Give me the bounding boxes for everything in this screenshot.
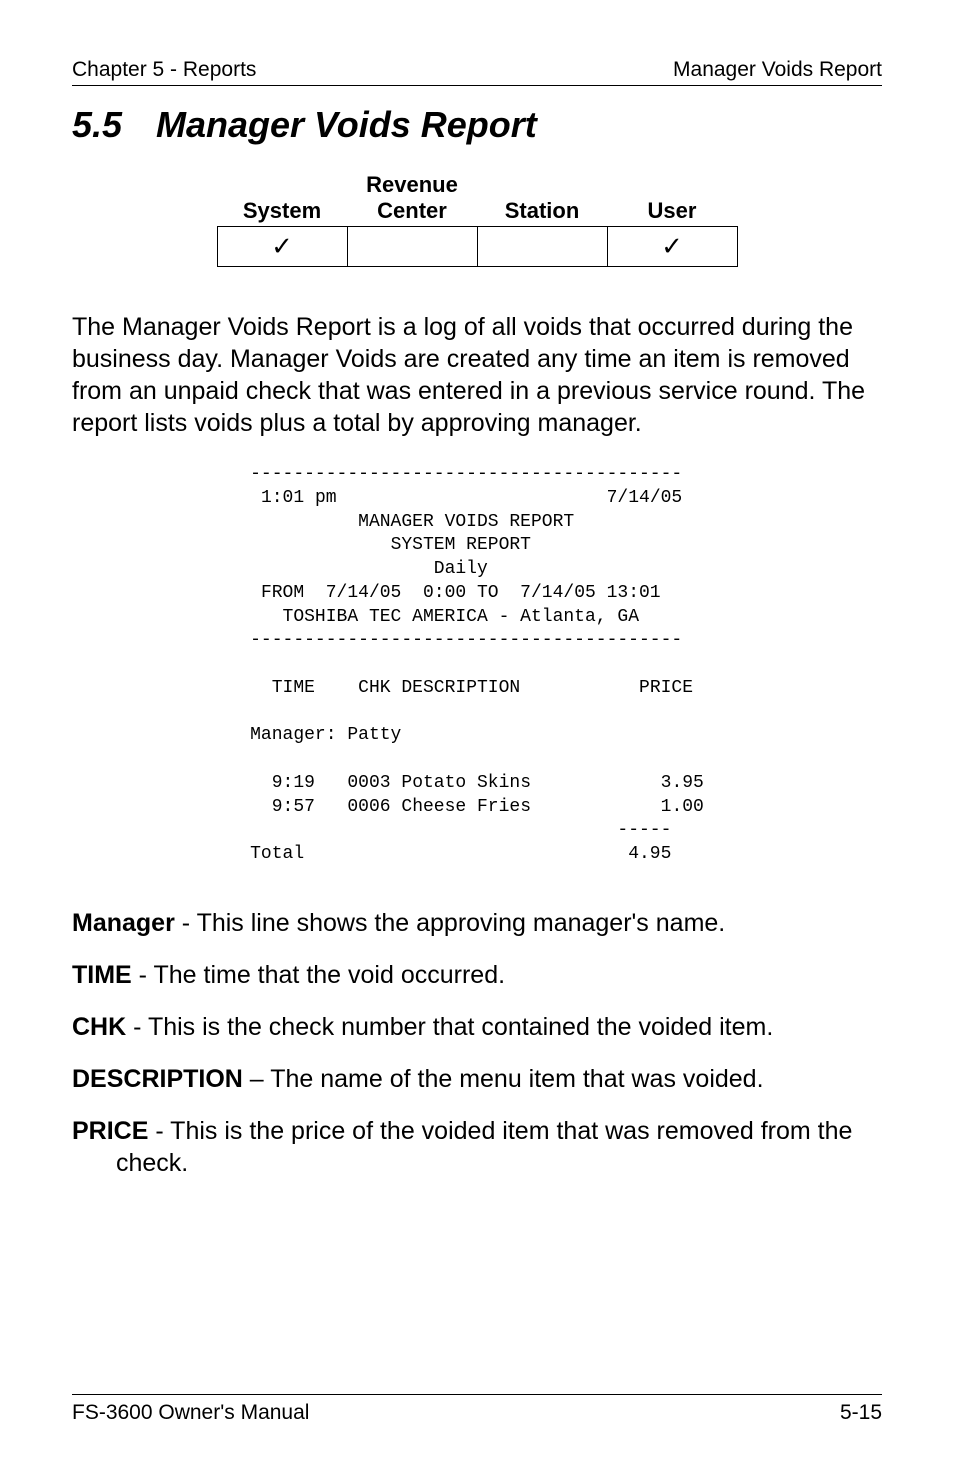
section-title: Manager Voids Report	[156, 104, 537, 145]
definition-text: The time that the void occurred.	[153, 961, 505, 989]
report-rule-mid: ----------------------------------------	[250, 630, 682, 650]
page-footer: FS-3600 Owner's Manual 5-15	[72, 1394, 882, 1425]
availability-super-header-blank-1	[217, 172, 347, 198]
availability-col-system: System	[217, 198, 347, 227]
report-col-desc: CHK DESCRIPTION	[358, 678, 520, 698]
definition-sep: -	[175, 909, 197, 937]
report-title1: MANAGER VOIDS REPORT	[358, 512, 574, 532]
report-row2-time: 9:57	[272, 797, 315, 817]
definition-manager: Manager - This line shows the approving …	[72, 907, 882, 939]
report-row1-chk: 0003	[347, 773, 390, 793]
availability-col-user: User	[607, 198, 737, 227]
report-row2-desc: Cheese Fries	[401, 797, 531, 817]
header-left: Chapter 5 - Reports	[72, 58, 256, 82]
section-number: 5.5	[72, 104, 156, 146]
intro-paragraph: The Manager Voids Report is a log of all…	[72, 311, 882, 439]
report-row2-chk: 0006	[347, 797, 390, 817]
page-header: Chapter 5 - Reports Manager Voids Report	[72, 58, 882, 86]
report-total-value: 4.95	[628, 844, 671, 864]
definition-term: TIME	[72, 961, 132, 989]
definition-description: DESCRIPTION – The name of the menu item …	[72, 1063, 882, 1095]
definition-time: TIME - The time that the void occurred.	[72, 959, 882, 991]
table-row: ✓ ✓	[217, 227, 737, 267]
definition-sep: –	[243, 1065, 270, 1093]
definition-term: Manager	[72, 909, 175, 937]
availability-super-header-row: Revenue	[217, 172, 737, 198]
definition-term: DESCRIPTION	[72, 1065, 243, 1093]
section-heading: 5.5Manager Voids Report	[72, 104, 882, 146]
definition-text: This is the price of the voided item tha…	[116, 1117, 852, 1177]
report-row2-price: 1.00	[661, 797, 704, 817]
report-rule-top: ----------------------------------------	[250, 464, 682, 484]
availability-col-station: Station	[477, 198, 607, 227]
report-preformatted: ----------------------------------------…	[250, 463, 704, 867]
report-time-left: 1:01 pm	[261, 488, 337, 508]
availability-table-head: Revenue System Center Station User	[217, 172, 737, 227]
definition-term: PRICE	[72, 1117, 148, 1145]
report-title3: Daily	[434, 559, 488, 579]
footer-right: 5-15	[840, 1401, 882, 1425]
availability-table-wrap: Revenue System Center Station User ✓ ✓	[72, 172, 882, 267]
availability-col-center: Center	[347, 198, 477, 227]
report-total-label: Total	[250, 844, 304, 864]
report-location-line: TOSHIBA TEC AMERICA - Atlanta, GA	[283, 607, 639, 627]
availability-header-row: System Center Station User	[217, 198, 737, 227]
check-icon: ✓	[661, 231, 683, 261]
availability-table: Revenue System Center Station User ✓ ✓	[217, 172, 738, 267]
report-date-right: 7/14/05	[607, 488, 683, 508]
availability-cell-station	[477, 227, 607, 267]
report-col-time: TIME	[272, 678, 315, 698]
definition-text: The name of the menu item that was voide…	[270, 1065, 763, 1093]
report-sub-rule: -----	[617, 820, 671, 840]
report-title2: SYSTEM REPORT	[391, 535, 531, 555]
definition-term: CHK	[72, 1013, 126, 1041]
report-row1-time: 9:19	[272, 773, 315, 793]
definition-sep: -	[132, 961, 154, 989]
report-wrap: ----------------------------------------…	[72, 463, 882, 867]
footer-left: FS-3600 Owner's Manual	[72, 1401, 309, 1425]
availability-super-header-blank-3	[607, 172, 737, 198]
availability-cell-center	[347, 227, 477, 267]
availability-super-header-revenue: Revenue	[347, 172, 477, 198]
header-right: Manager Voids Report	[673, 58, 882, 82]
availability-cell-system: ✓	[217, 227, 347, 267]
definition-sep: -	[148, 1117, 170, 1145]
definition-text: This is the check number that contained …	[148, 1013, 773, 1041]
definition-chk: CHK - This is the check number that cont…	[72, 1011, 882, 1043]
report-row1-price: 3.95	[661, 773, 704, 793]
definitions-list: Manager - This line shows the approving …	[72, 907, 882, 1179]
definition-text: This line shows the approving manager's …	[197, 909, 726, 937]
availability-super-header-blank-2	[477, 172, 607, 198]
check-icon: ✓	[271, 231, 293, 261]
report-range-line: FROM 7/14/05 0:00 TO 7/14/05 13:01	[261, 583, 661, 603]
definition-sep: -	[126, 1013, 148, 1041]
report-col-price: PRICE	[639, 678, 693, 698]
report-row1-desc: Potato Skins	[401, 773, 531, 793]
availability-cell-user: ✓	[607, 227, 737, 267]
availability-table-body: ✓ ✓	[217, 227, 737, 267]
definition-price: PRICE - This is the price of the voided …	[72, 1115, 882, 1179]
report-manager-line: Manager: Patty	[250, 725, 401, 745]
